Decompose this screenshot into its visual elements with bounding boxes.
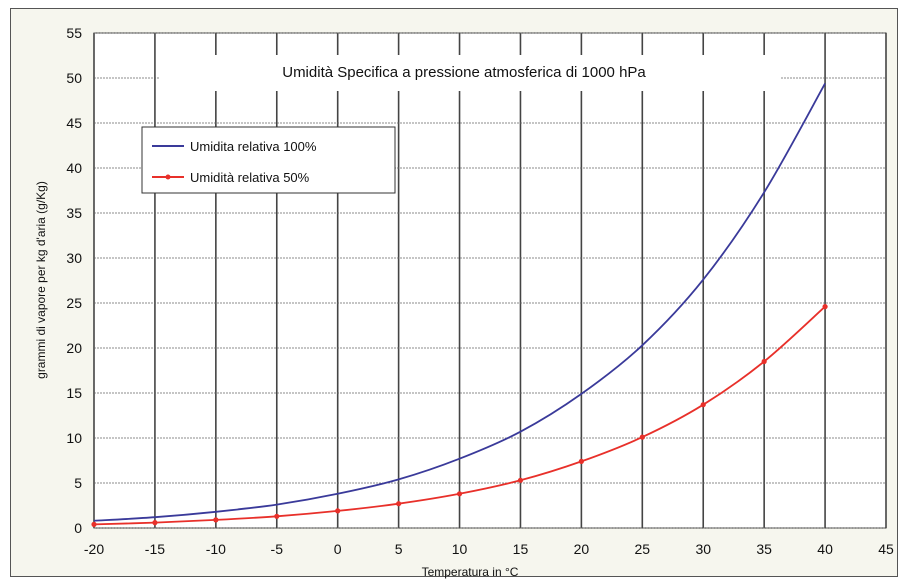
data-point [822, 304, 828, 310]
y-tick-label: 50 [66, 70, 82, 86]
y-tick-label: 45 [66, 115, 82, 131]
plot-area [93, 32, 887, 529]
data-point [761, 358, 767, 365]
y-tick-label: 0 [74, 520, 82, 536]
chart-title: Umidità Specifica a pressione atmosferic… [282, 64, 646, 81]
x-tick-label: 35 [756, 541, 772, 557]
legend-label-series-2: Umidità relativa 50% [190, 170, 310, 185]
chart-title-box [160, 55, 780, 91]
x-tick-labels: -20 -15 -10 -5 0 5 10 15 20 25 30 35 40 45 [84, 541, 894, 557]
x-tick-label: 0 [334, 541, 342, 557]
data-point [578, 458, 584, 464]
x-tick-label: -10 [206, 541, 226, 557]
x-tick-label: 30 [695, 541, 711, 557]
y-axis-title: grammi di vapore per kg d'aria (g/Kg) [34, 181, 48, 379]
y-tick-label: 35 [66, 205, 82, 221]
legend-marker-series-2 [165, 174, 171, 180]
x-tick-label: -20 [84, 541, 104, 557]
legend-box [141, 126, 396, 194]
data-point [213, 517, 219, 523]
data-point [456, 491, 463, 497]
data-point [274, 513, 280, 519]
series-line-1 [93, 82, 826, 522]
x-axis-title: Temperatura in °C [422, 565, 519, 579]
legend: Umidita relativa 100% Umidità relativa 5… [141, 126, 396, 194]
y-tick-label: 55 [66, 25, 82, 41]
y-tick-label: 20 [66, 340, 82, 356]
series-layer [91, 82, 828, 528]
data-point [517, 477, 524, 483]
data-point [639, 434, 645, 440]
y-tick-label: 30 [66, 250, 82, 266]
y-tick-label: 40 [66, 160, 82, 176]
y-tick-labels: 0 5 10 15 20 25 30 35 40 45 50 55 [66, 25, 82, 536]
x-tick-label: 15 [513, 541, 529, 557]
x-tick-label: 20 [574, 541, 590, 557]
x-tick-label: 45 [878, 541, 894, 557]
y-tick-label: 5 [74, 475, 82, 491]
data-point [396, 501, 402, 507]
y-tick-label: 25 [66, 295, 82, 311]
y-tick-label: 15 [66, 385, 82, 401]
x-tick-label: 10 [452, 541, 468, 557]
x-tick-label: 25 [635, 541, 651, 557]
legend-label-series-1: Umidita relativa 100% [190, 139, 317, 154]
data-point [700, 402, 706, 408]
x-tick-label: 5 [395, 541, 403, 557]
x-tick-label: 40 [817, 541, 833, 557]
data-point [152, 520, 158, 526]
y-tick-label: 10 [66, 430, 82, 446]
data-point [335, 508, 341, 514]
x-tick-label: -15 [145, 541, 165, 557]
data-point [91, 521, 97, 528]
x-tick-label: -5 [271, 541, 284, 557]
